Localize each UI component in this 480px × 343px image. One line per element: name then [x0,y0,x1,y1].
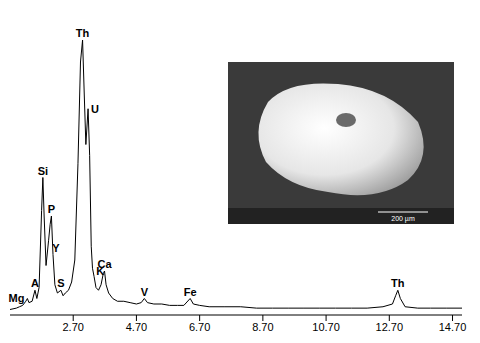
svg-text:8.70: 8.70 [252,321,273,333]
svg-text:Fe: Fe [184,286,197,298]
svg-text:Ca: Ca [97,258,112,270]
svg-text:A: A [31,277,39,289]
svg-text:Mg: Mg [8,292,24,304]
svg-text:K: K [96,264,105,277]
svg-text:Y: Y [52,242,60,254]
svg-text:Th: Th [391,277,405,289]
svg-text:Si: Si [38,165,48,177]
svg-text:6.70: 6.70 [189,321,210,333]
svg-text:2.70: 2.70 [63,321,84,333]
svg-text:U: U [91,103,99,115]
svg-text:S: S [57,277,64,289]
svg-text:200 µm: 200 µm [391,215,415,223]
svg-text:V: V [141,286,149,298]
svg-text:P: P [48,203,55,215]
svg-text:10.70: 10.70 [312,321,340,333]
svg-text:Th: Th [76,27,90,39]
svg-text:12.70: 12.70 [376,321,404,333]
svg-text:14.70: 14.70 [439,321,467,333]
svg-text:4.70: 4.70 [126,321,147,333]
